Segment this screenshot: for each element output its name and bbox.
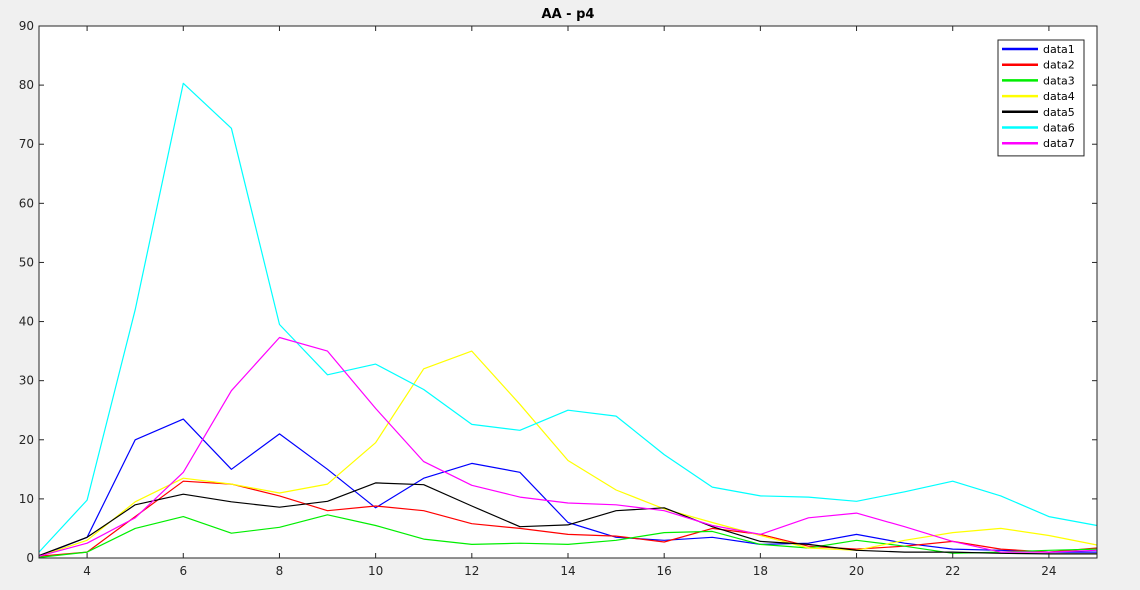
plot-area	[39, 26, 1097, 558]
chart-title: AA - p4	[542, 7, 595, 22]
series-line-data3	[38, 514, 1098, 558]
legend-label-data5: data5	[1043, 106, 1075, 119]
legend-label-data7: data7	[1043, 137, 1075, 150]
y-tick-label: 90	[19, 19, 34, 33]
legend-box	[997, 39, 1085, 157]
x-tick-label: 24	[1041, 564, 1056, 578]
y-tick-label: 60	[19, 196, 34, 210]
x-tick-label: 6	[179, 564, 187, 578]
x-tick-label: 20	[849, 564, 864, 578]
x-tick-label: 22	[945, 564, 960, 578]
y-tick-label: 10	[19, 492, 34, 506]
axes-layer: 4 6 8 10 12 14 16 18 20 22 24 0 10 20 30 40 50 60 70 80 90	[19, 19, 1098, 578]
x-tick-label: 4	[83, 564, 91, 578]
y-tick-label: 20	[19, 433, 34, 447]
y-tick-label: 50	[19, 255, 34, 269]
x-tick-label: 12	[464, 564, 479, 578]
x-tick-label: 8	[276, 564, 284, 578]
legend-label-data3: data3	[1043, 74, 1075, 87]
x-tick-label: 16	[657, 564, 672, 578]
legend-label-data1: data1	[1043, 43, 1075, 56]
y-tick-label: 30	[19, 374, 34, 388]
x-tick-label: 10	[368, 564, 383, 578]
series-line-data2	[38, 480, 1098, 557]
series-line-data4	[38, 350, 1098, 557]
series-line-data5	[38, 482, 1097, 557]
series-layer	[38, 82, 1098, 558]
x-tick-label: 14	[560, 564, 575, 578]
legend: data1 data2 data3 data4 data5 data6 data7	[997, 39, 1085, 157]
legend-label-data2: data2	[1043, 59, 1075, 72]
y-tick-label: 0	[26, 551, 34, 565]
x-tick-label: 18	[753, 564, 768, 578]
y-tick-label: 80	[19, 78, 34, 92]
series-line-data7	[38, 336, 1098, 557]
y-tick-label: 40	[19, 315, 34, 329]
y-tick-label: 70	[19, 137, 34, 151]
legend-label-data6: data6	[1043, 122, 1075, 135]
series-line-data6	[38, 82, 1098, 553]
legend-label-data4: data4	[1043, 90, 1075, 103]
